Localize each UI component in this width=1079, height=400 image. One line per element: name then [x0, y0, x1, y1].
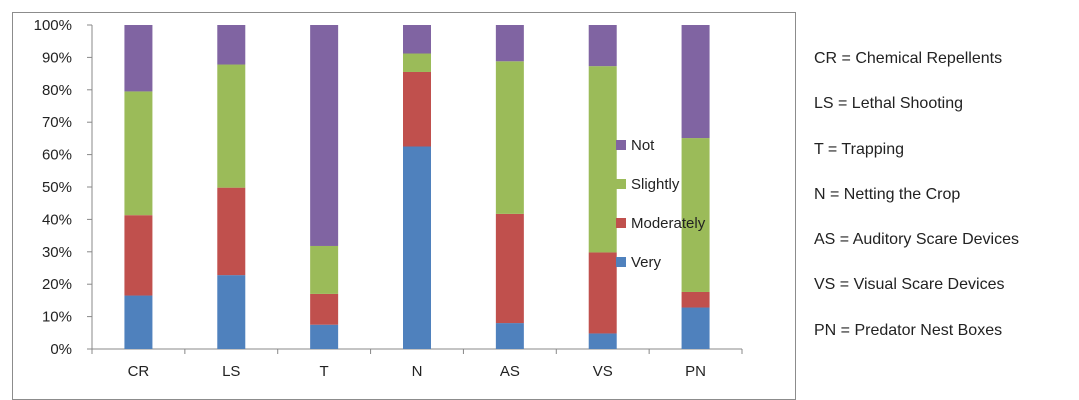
abbreviation-item: N = Netting the Crop: [814, 185, 961, 203]
abbreviation-item: LS = Lethal Shooting: [814, 95, 964, 113]
bar-segment-very: [495, 323, 524, 349]
bar-segment-moderately: [124, 215, 153, 296]
bar-segment-slightly: [681, 138, 710, 292]
abbreviation-item: CR = Chemical Repellents: [814, 50, 1003, 67]
bar-segment-very: [217, 275, 246, 349]
legend-label-moderately: Moderately: [631, 215, 706, 232]
legend-label-very: Very: [631, 254, 662, 271]
y-tick-label: 60%: [42, 147, 72, 164]
bar-stack-as: [495, 25, 524, 349]
bar-segment-very: [588, 333, 617, 349]
bar-segment-moderately: [681, 291, 710, 308]
legend-swatch-slightly: [616, 179, 626, 189]
bar-stack-ls: [217, 25, 246, 349]
chart-legend: Not Slightly Moderately Very: [616, 137, 706, 271]
bar-stack-cr: [124, 25, 153, 349]
bar-segment-moderately: [588, 252, 617, 334]
bar-segment-moderately: [403, 71, 431, 147]
bar-stack-pn: [681, 25, 710, 349]
bar-segment-slightly: [310, 245, 339, 294]
y-tick-label: 100%: [34, 17, 72, 34]
legend-swatch-not: [616, 140, 626, 150]
bar-segment-not: [310, 25, 339, 246]
y-tick-label: 80%: [42, 82, 72, 99]
y-tick-label: 40%: [42, 211, 72, 228]
x-tick-label: N: [412, 363, 423, 380]
bar-segment-slightly: [403, 53, 431, 72]
bar-segment-moderately: [495, 213, 524, 324]
bar-segment-not: [403, 25, 431, 54]
bar-segment-slightly: [588, 66, 617, 253]
legend-label-not: Not: [631, 137, 655, 154]
plot-area: 0% 10% 20% 30% 40% 50% 60% 70% 80% 90% 100% CR LS T N A…: [34, 17, 743, 380]
y-tick-label: 90%: [42, 49, 72, 66]
abbreviation-item: PN = Predator Nest Boxes: [814, 321, 1003, 339]
abbreviation-item: T = Trapping: [814, 140, 904, 158]
x-tick-label: AS: [500, 363, 520, 380]
y-tick-label: 0%: [50, 341, 72, 358]
y-tick-label: 70%: [42, 114, 72, 131]
bar-stack-t: [310, 25, 339, 349]
y-tick-label: 30%: [42, 244, 72, 261]
bar-segment-not: [681, 25, 710, 139]
bar-stack-n: [403, 25, 431, 349]
legend-swatch-very: [616, 257, 626, 267]
x-tick-label: LS: [222, 363, 240, 380]
y-tick-label: 10%: [42, 309, 72, 326]
legend-label-slightly: Slightly: [631, 176, 680, 193]
legend-swatch-moderately: [616, 218, 626, 228]
x-tick-label: VS: [593, 363, 613, 380]
bar-segment-moderately: [217, 187, 246, 276]
x-tick-label: T: [320, 363, 329, 380]
bar-stack-vs: [588, 25, 617, 349]
bar-segment-slightly: [495, 61, 524, 214]
chart-container: 0% 10% 20% 30% 40% 50% 60% 70% 80% 90% 100% CR LS T N A…: [12, 12, 796, 400]
y-tick-label: 20%: [42, 276, 72, 293]
bar-segment-not: [217, 25, 246, 65]
abbreviation-item: AS = Auditory Scare Devices: [814, 231, 1019, 249]
bar-segment-slightly: [217, 64, 246, 188]
stacked-bar-chart: 0% 10% 20% 30% 40% 50% 60% 70% 80% 90% 100% CR LS T N A…: [12, 12, 796, 400]
bar-segment-very: [681, 307, 710, 349]
bar-segment-not: [495, 25, 524, 62]
bar-segment-not: [124, 25, 153, 92]
bar-segment-very: [310, 324, 339, 349]
y-tick-label: 50%: [42, 179, 72, 196]
bar-segment-slightly: [124, 91, 153, 216]
x-tick-label: CR: [128, 363, 150, 380]
bar-segment-moderately: [310, 293, 339, 325]
bar-segment-very: [124, 295, 153, 349]
abbreviation-item: VS = Visual Scare Devices: [814, 276, 1005, 294]
bar-segment-not: [588, 25, 617, 67]
bar-segment-very: [403, 146, 431, 349]
abbreviation-key: CR = Chemical Repellents LS = Lethal Shoo…: [814, 42, 1074, 359]
x-tick-label: PN: [685, 363, 706, 380]
